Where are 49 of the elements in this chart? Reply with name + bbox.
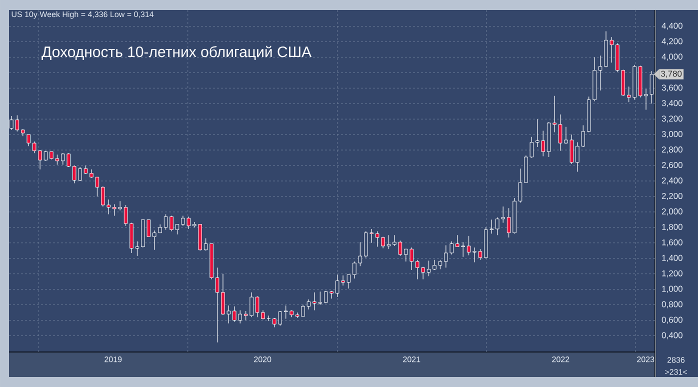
annotation: 3,780 xyxy=(661,70,682,78)
y-tick-label: 1,600 xyxy=(662,239,682,246)
y-tick-label: 2,000 xyxy=(662,208,682,216)
candlestick xyxy=(426,260,431,276)
y-tick-label: 1,000 xyxy=(662,286,682,293)
candlestick xyxy=(255,296,260,318)
y-tick-label: 4,400 xyxy=(662,22,682,30)
candlestick xyxy=(386,234,391,250)
candlestick xyxy=(95,176,100,197)
candlestick xyxy=(478,248,482,260)
y-tick-label: 3,600 xyxy=(662,84,682,92)
candlestick xyxy=(215,267,220,343)
candlestick xyxy=(175,224,180,235)
candlestick xyxy=(610,36,614,63)
y-tick-label: 0,600 xyxy=(662,316,682,324)
y-tick-label: 3,400 xyxy=(662,100,682,108)
y-tick-label: 0,800 xyxy=(662,301,682,308)
text: 2836 xyxy=(668,357,685,363)
text: >231< xyxy=(665,369,687,375)
y-tick-label: 2,800 xyxy=(662,146,682,154)
candlestick xyxy=(306,299,311,310)
candlestick xyxy=(432,260,436,270)
y-tick-label: 4,000 xyxy=(662,54,682,61)
candlestick xyxy=(346,274,351,289)
y-tick-label: 1,800 xyxy=(662,224,682,231)
candlestick xyxy=(598,55,602,91)
candlestick xyxy=(26,134,30,146)
y-tick-label: 0,400 xyxy=(662,332,682,340)
candlestick xyxy=(438,260,442,270)
y-tick-label: 3,200 xyxy=(662,116,682,123)
x-tick-label: 2019 xyxy=(104,356,122,362)
annotation: US 10y Week High = 4,336 Low = 0,314 xyxy=(12,11,154,19)
text: Доходность 10-летних облигаций США xyxy=(42,46,312,60)
y-tick-label: 4,200 xyxy=(662,38,682,46)
x-tick-label: 2022 xyxy=(552,356,570,362)
candlestick xyxy=(261,310,265,320)
y-tick-label: 1,400 xyxy=(662,254,682,262)
x-tick-label: 2023 xyxy=(637,356,654,362)
y-tick-label: 1,200 xyxy=(662,270,682,278)
candlestick xyxy=(558,114,562,152)
y-tick-label: 3,000 xyxy=(662,131,682,138)
candlestick xyxy=(44,150,48,162)
candlestick xyxy=(518,168,522,203)
y-tick-label: 2,400 xyxy=(662,177,682,184)
x-tick-label: 2021 xyxy=(403,356,420,362)
y-tick-label: 2,600 xyxy=(662,162,682,170)
candlestick xyxy=(135,241,140,256)
x-tick-label: 2020 xyxy=(254,356,272,362)
y-tick-label: 2,200 xyxy=(662,192,682,200)
